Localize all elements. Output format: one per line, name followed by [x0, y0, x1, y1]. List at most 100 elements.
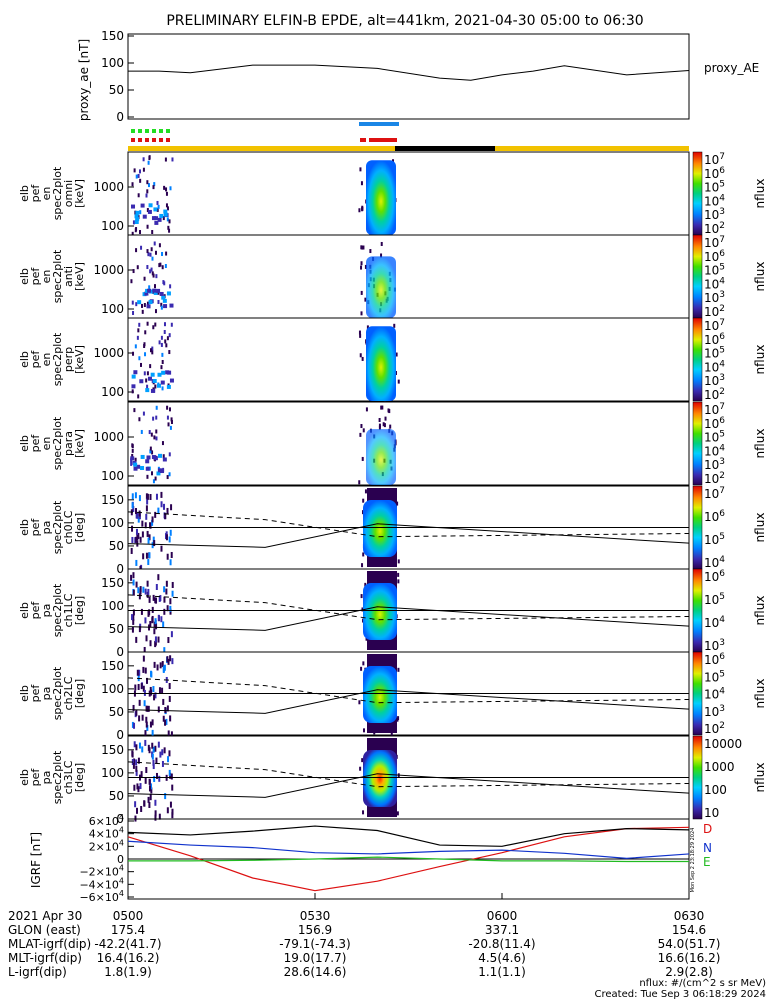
noise-pixel [360, 265, 363, 270]
noise-pixel [168, 695, 171, 702]
noise-pixel [365, 407, 368, 412]
noise-pixel [137, 757, 140, 764]
noise-pixel [143, 646, 146, 653]
status-bar-black [395, 146, 495, 151]
spectrogram-panel-6: elbpefpaspec2plotch1LC[deg]1501005001061… [18, 568, 767, 659]
noise-pixel [166, 336, 169, 341]
noise-pixel [135, 210, 140, 215]
event-blob [366, 429, 396, 485]
noise-pixel [153, 628, 156, 635]
noise-pixel [153, 621, 156, 628]
proxy-ae-ytick-label: 50 [109, 83, 124, 97]
noise-pixel [132, 589, 135, 596]
noise-pixel [142, 214, 147, 219]
noise-pixel [131, 626, 134, 633]
noise-pixel [163, 304, 168, 309]
colorbar-tick-label: 107 [704, 486, 725, 501]
spectrogram-panels: elbpefenspec2plotomni[keV] 10001001071061… [18, 151, 767, 826]
noise-pixel [134, 228, 137, 233]
noise-pixel [154, 618, 157, 625]
colorbar: 10000 1000 100 10 nflux [692, 735, 767, 820]
noise-pixel [140, 683, 143, 690]
x-axis-value: 4.5(4.6) [478, 951, 526, 965]
noise-pixel [155, 429, 158, 434]
noise-pixel [130, 456, 135, 461]
noise-pixel [157, 453, 162, 458]
noise-pixel [138, 715, 141, 722]
x-axis-value: 0500 [113, 909, 144, 923]
colorbar-tick-label: 103 [704, 290, 725, 305]
noise-pixel [137, 328, 140, 333]
noise-pixel [162, 298, 167, 303]
noise-pixel [155, 772, 158, 779]
noise-pixel [155, 415, 158, 420]
noise-pixel [157, 299, 160, 304]
noise-pixel [138, 593, 141, 600]
noise-pixel [161, 749, 164, 756]
noise-pixel [360, 181, 363, 186]
noise-pixel [139, 210, 142, 215]
loss-cone-dashed [127, 511, 690, 538]
noise-pixel [161, 441, 164, 446]
colorbar-tick-label: 103 [704, 373, 725, 388]
noise-pixel [364, 582, 367, 587]
x-axis-value: 16.4(16.2) [97, 951, 160, 965]
noise-pixel [361, 205, 364, 210]
noise-pixel [133, 462, 138, 467]
noise-pixel [165, 187, 168, 192]
noise-pixel [151, 216, 156, 221]
noise-pixel [155, 436, 158, 441]
noise-pixel [149, 252, 152, 257]
noise-pixel [151, 516, 154, 523]
noise-pixel [148, 801, 151, 808]
noise-pixel [138, 699, 141, 706]
noise-pixel [160, 305, 163, 310]
noise-pixel [137, 300, 142, 305]
panel-yticks: 1000 100 [93, 180, 134, 233]
panel-ytick-label: 150 [101, 493, 124, 507]
noise-pixel [138, 495, 141, 502]
colorbar-tick-label: 102 [704, 304, 725, 319]
noise-pixel [160, 501, 163, 508]
noise-pixel [160, 545, 163, 552]
plot-title: PRELIMINARY ELFIN-B EPDE, alt=441km, 202… [166, 13, 643, 29]
noise-pixel [163, 586, 166, 593]
noise-pixel [361, 245, 364, 250]
noise-pixel [144, 588, 147, 595]
noise-pixel [152, 594, 155, 601]
noise-pixel [150, 247, 153, 252]
noise-pixel [135, 536, 138, 543]
noise-pixel [135, 217, 140, 222]
noise-pixel [149, 364, 152, 369]
colorbar-tick-label: 104 [704, 359, 725, 374]
noise-pixel [132, 609, 135, 616]
noise-pixel [145, 721, 148, 728]
noise-pixel [132, 351, 135, 356]
event-blob [363, 666, 397, 723]
noise-pixel [151, 606, 154, 613]
noise-pixel [171, 812, 174, 819]
noise-pixel [136, 335, 139, 340]
noise-pixel [170, 420, 173, 425]
noise-pixel [162, 216, 165, 221]
noise-pixel [145, 388, 150, 393]
noise-pixel [132, 704, 135, 711]
noise-pixel [362, 498, 365, 503]
noise-pixel [137, 215, 140, 220]
noise-pixel [140, 429, 143, 434]
x-axis-value: 1.1(1.1) [478, 965, 526, 979]
noise-pixel [148, 534, 151, 541]
noise-pixel [169, 598, 172, 605]
noise-pixel [167, 756, 170, 763]
noise-pixel [130, 547, 133, 554]
noise-pixel [383, 423, 386, 428]
loss-cone-solid [127, 773, 690, 798]
noise-pixel [159, 262, 162, 267]
igrf-ytick-label: 4×104 [89, 826, 124, 841]
x-axis-value: 0530 [300, 909, 331, 923]
x-axis-value: 0630 [674, 909, 705, 923]
x-axis-value: -42.2(41.7) [94, 937, 161, 951]
noise-pixel [135, 765, 138, 772]
colorbar-tick-label: 100 [704, 783, 727, 797]
panel-ylabel: elbpefpaspec2plotch3LC[deg] [18, 750, 86, 804]
